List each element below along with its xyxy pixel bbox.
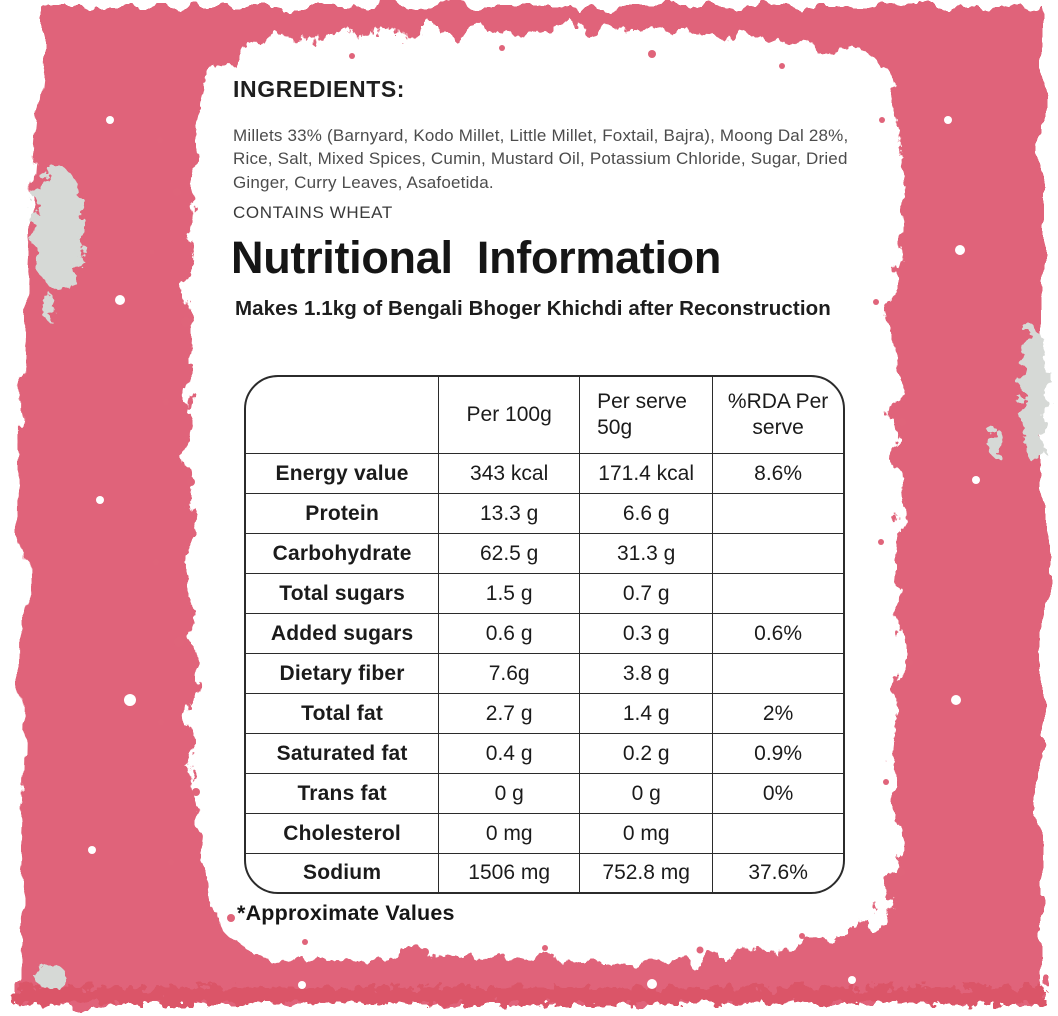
per-serve-cell: 0 g bbox=[579, 773, 713, 813]
per-100g-cell: 7.6g bbox=[438, 653, 580, 693]
row-label-cell: Sodium bbox=[246, 853, 439, 892]
per-100g-cell: 62.5 g bbox=[438, 533, 580, 573]
allergen-note: CONTAINS WHEAT bbox=[233, 203, 393, 222]
row-label-cell: Total sugars bbox=[246, 573, 439, 613]
per-100g-cell: 1506 mg bbox=[438, 853, 580, 892]
gray-patch bbox=[1021, 327, 1047, 463]
gray-patch bbox=[32, 166, 84, 290]
rda-cell: 8.6% bbox=[712, 453, 843, 493]
per-100g-cell: 343 kcal bbox=[438, 453, 580, 493]
gray-patch bbox=[34, 964, 66, 988]
per-serve-cell: 0.7 g bbox=[579, 573, 713, 613]
row-label-cell: Protein bbox=[246, 493, 439, 533]
per-serve-cell: 752.8 mg bbox=[579, 853, 713, 892]
rda-cell: 0.6% bbox=[712, 613, 843, 653]
row-label-cell: Energy value bbox=[246, 453, 439, 493]
ingredients-text: Millets 33% (Barnyard, Kodo Millet, Litt… bbox=[233, 126, 849, 192]
rda-cell: 2% bbox=[712, 693, 843, 733]
nutrition-table: Per 100g Per serve 50g %RDA Per serve En… bbox=[244, 375, 845, 894]
pink-paint-dark-strip bbox=[12, 987, 1044, 1004]
per-100g-cell: 0 g bbox=[438, 773, 580, 813]
gray-patch bbox=[42, 292, 54, 320]
per-100g-cell: 0 mg bbox=[438, 813, 580, 853]
rda-cell bbox=[712, 493, 843, 533]
rda-cell bbox=[712, 573, 843, 613]
rda-cell bbox=[712, 533, 843, 573]
per-100g-cell: 2.7 g bbox=[438, 693, 580, 733]
rda-cell bbox=[712, 653, 843, 693]
rda-cell: 0% bbox=[712, 773, 843, 813]
per-serve-cell: 3.8 g bbox=[579, 653, 713, 693]
row-label-cell: Total fat bbox=[246, 693, 439, 733]
per-serve-cell: 1.4 g bbox=[579, 693, 713, 733]
page-title: Nutritional Information bbox=[231, 232, 722, 283]
ingredients-heading: INGREDIENTS: bbox=[233, 76, 406, 102]
subtitle: Makes 1.1kg of Bengali Bhoger Khichdi af… bbox=[235, 297, 831, 320]
header-per-100g: Per 100g bbox=[438, 377, 579, 453]
row-label-cell: Saturated fat bbox=[246, 733, 439, 773]
per-serve-cell: 0 mg bbox=[579, 813, 713, 853]
row-label-cell: Trans fat bbox=[246, 773, 439, 813]
row-label-cell: Added sugars bbox=[246, 613, 439, 653]
white-speckles bbox=[88, 116, 980, 989]
footnote: *Approximate Values bbox=[237, 901, 455, 925]
per-100g-cell: 0.4 g bbox=[438, 733, 580, 773]
per-100g-cell: 0.6 g bbox=[438, 613, 580, 653]
gray-patch bbox=[987, 429, 1005, 457]
per-serve-cell: 0.3 g bbox=[579, 613, 713, 653]
per-serve-cell: 6.6 g bbox=[579, 493, 713, 533]
rda-cell bbox=[712, 813, 843, 853]
per-100g-cell: 13.3 g bbox=[438, 493, 580, 533]
rda-cell: 37.6% bbox=[712, 853, 843, 892]
row-label-cell: Cholesterol bbox=[246, 813, 439, 853]
header-rda: %RDA Per serve bbox=[712, 377, 843, 453]
header-per-serve: Per serve 50g bbox=[579, 377, 712, 453]
per-serve-cell: 31.3 g bbox=[579, 533, 713, 573]
per-serve-cell: 0.2 g bbox=[579, 733, 713, 773]
per-serve-cell: 171.4 kcal bbox=[579, 453, 713, 493]
row-label-cell: Carbohydrate bbox=[246, 533, 439, 573]
header-blank-cell bbox=[246, 377, 438, 453]
pink-speckles bbox=[149, 45, 913, 956]
per-100g-cell: 1.5 g bbox=[438, 573, 580, 613]
row-label-cell: Dietary fiber bbox=[246, 653, 439, 693]
rda-cell: 0.9% bbox=[712, 733, 843, 773]
